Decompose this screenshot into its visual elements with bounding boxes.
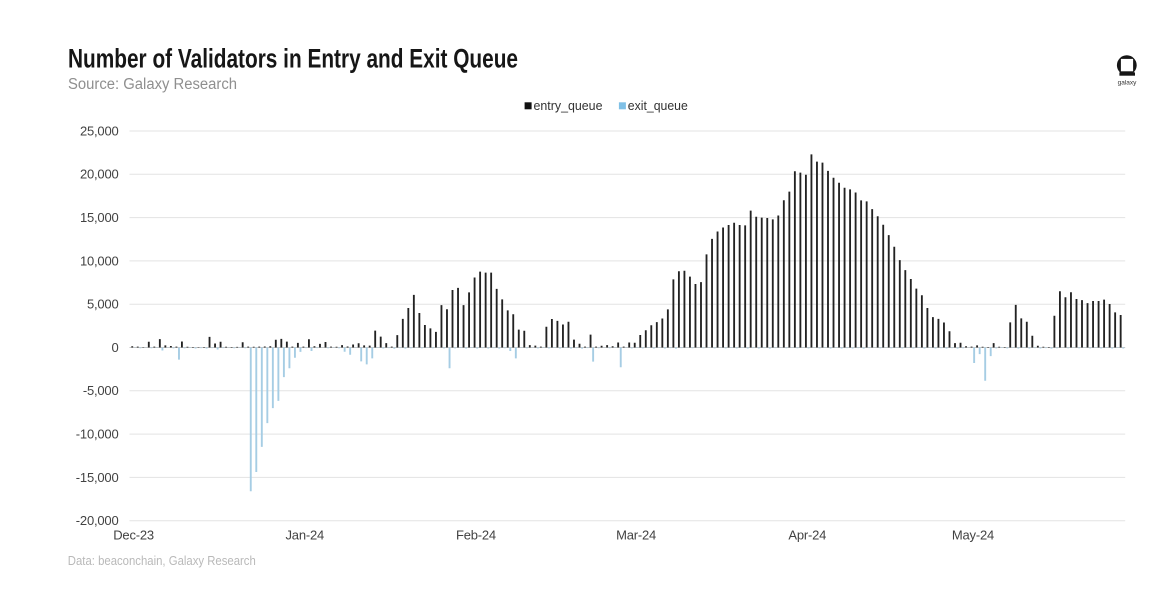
svg-text:-20,000: -20,000 bbox=[76, 513, 119, 528]
svg-text:Source: Galaxy Research: Source: Galaxy Research bbox=[68, 76, 237, 93]
svg-text:Apr-24: Apr-24 bbox=[788, 528, 826, 543]
svg-text:Feb-24: Feb-24 bbox=[456, 528, 496, 543]
svg-text:15,000: 15,000 bbox=[80, 210, 119, 225]
svg-text:25,000: 25,000 bbox=[80, 123, 119, 138]
svg-text:20,000: 20,000 bbox=[80, 167, 119, 182]
svg-text:5,000: 5,000 bbox=[87, 297, 119, 312]
svg-text:0: 0 bbox=[111, 340, 118, 355]
svg-text:-5,000: -5,000 bbox=[83, 383, 119, 398]
svg-text:10,000: 10,000 bbox=[80, 253, 119, 268]
svg-text:Data: beaconchain, Galaxy Rese: Data: beaconchain, Galaxy Research bbox=[68, 553, 256, 568]
svg-text:Dec-23: Dec-23 bbox=[113, 528, 154, 543]
svg-text:Jan-24: Jan-24 bbox=[286, 528, 325, 543]
svg-text:Mar-24: Mar-24 bbox=[616, 528, 656, 543]
svg-text:May-24: May-24 bbox=[952, 528, 994, 543]
svg-text:Number of Validators in Entry: Number of Validators in Entry and Exit Q… bbox=[68, 44, 518, 74]
svg-text:galaxy: galaxy bbox=[1118, 80, 1138, 87]
svg-text:exit_queue: exit_queue bbox=[628, 99, 688, 113]
svg-text:-15,000: -15,000 bbox=[76, 470, 119, 485]
svg-text:entry_queue: entry_queue bbox=[534, 99, 603, 113]
svg-text:-10,000: -10,000 bbox=[76, 427, 119, 442]
